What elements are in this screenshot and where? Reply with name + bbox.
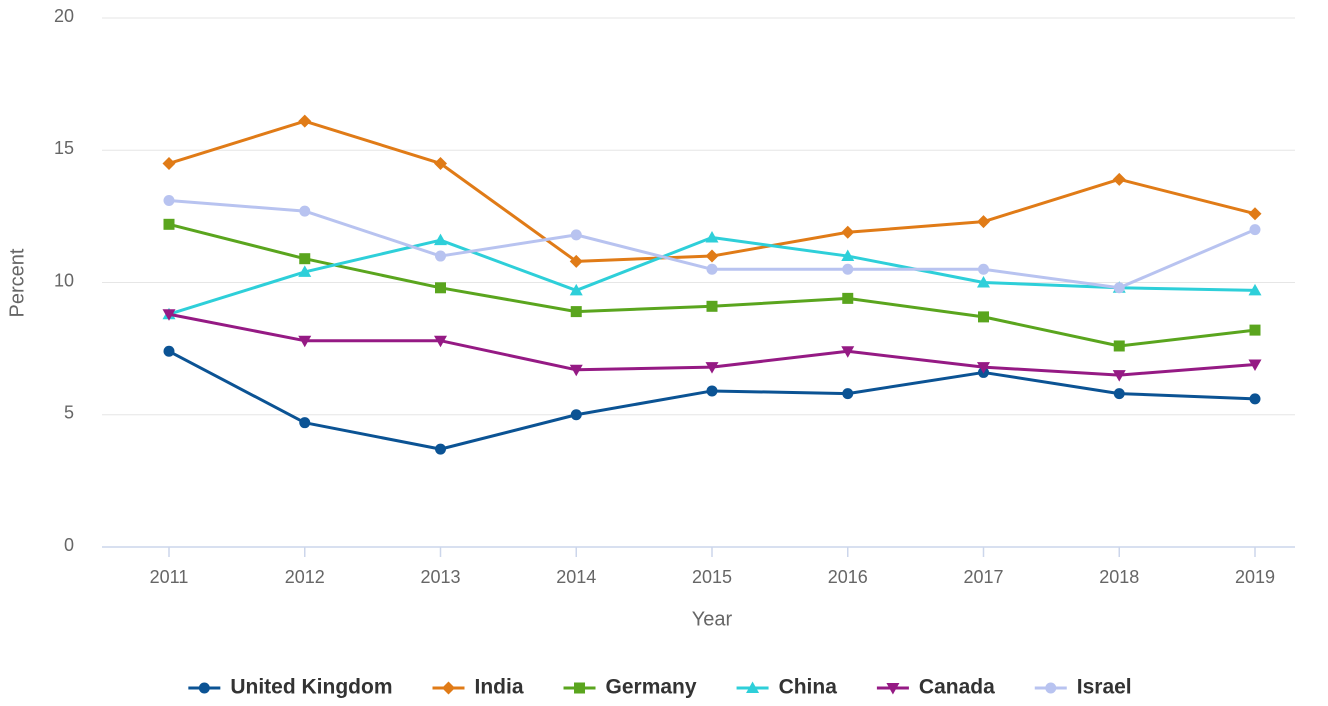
data-point <box>434 156 447 170</box>
data-point <box>706 263 718 275</box>
data-point <box>569 364 583 377</box>
x-tick-label: 2012 <box>285 567 325 587</box>
y-tick-label: 10 <box>54 270 74 290</box>
data-point <box>435 282 446 294</box>
data-point <box>1249 393 1261 405</box>
legend-symbol <box>886 683 900 695</box>
legend-item: Israel <box>1034 676 1132 699</box>
data-point <box>434 233 447 246</box>
x-axis-title: Year <box>692 608 733 630</box>
legend-text: China <box>779 676 838 699</box>
data-point <box>1249 224 1261 236</box>
legend-text: United Kingdom <box>230 676 392 699</box>
y-tick-label: 20 <box>54 6 74 26</box>
x-tick-label: 2013 <box>420 567 460 587</box>
legend-text: Canada <box>919 676 995 699</box>
x-tick-label: 2017 <box>963 567 1003 587</box>
x-tick-label: 2019 <box>1235 567 1275 587</box>
data-point <box>705 231 719 243</box>
data-point <box>842 292 854 304</box>
legend-symbol <box>574 682 586 694</box>
legend-text: Germany <box>606 676 697 699</box>
data-point <box>163 345 175 357</box>
data-point <box>162 309 176 321</box>
data-point <box>434 335 447 348</box>
data-point <box>706 385 718 397</box>
data-point <box>435 443 446 455</box>
data-point <box>1113 340 1125 352</box>
data-point <box>978 311 989 323</box>
legend-item: United Kingdom <box>188 676 393 699</box>
data-point <box>299 205 311 217</box>
data-point <box>570 229 582 241</box>
legend-symbol <box>442 681 455 695</box>
legend: United Kingdom India Germany China Canada Isr… <box>188 676 1132 699</box>
data-point <box>1113 282 1125 294</box>
legend-item: India <box>432 676 524 699</box>
data-point <box>570 306 582 318</box>
data-point <box>299 253 311 265</box>
data-point <box>841 225 855 239</box>
x-tick-label: 2014 <box>556 567 596 587</box>
data-point <box>1248 283 1262 296</box>
y-axis-title: Percent <box>6 248 28 317</box>
y-tick-label: 5 <box>64 403 74 423</box>
legend-symbol <box>746 681 760 693</box>
legend-symbol <box>198 682 210 694</box>
x-tick-label: 2016 <box>828 567 868 587</box>
data-point <box>706 300 718 312</box>
data-point <box>569 254 583 268</box>
legend-item: Germany <box>563 676 697 699</box>
data-point <box>1113 388 1125 400</box>
data-point <box>1248 359 1262 371</box>
data-point <box>977 215 990 229</box>
data-point <box>842 263 854 275</box>
data-point <box>1249 324 1261 336</box>
data-point <box>978 263 989 275</box>
data-point <box>298 114 312 128</box>
data-point <box>841 249 855 262</box>
x-tick-label: 2015 <box>692 567 732 587</box>
data-point <box>435 250 446 262</box>
data-point <box>977 362 990 374</box>
y-tick-label: 0 <box>64 535 74 555</box>
y-tick-label: 15 <box>54 138 74 158</box>
data-point <box>1248 207 1262 221</box>
data-point <box>163 218 175 230</box>
data-point <box>569 283 583 296</box>
legend-text: Israel <box>1077 676 1132 699</box>
data-point <box>298 335 312 348</box>
data-point <box>705 249 719 263</box>
legend-item: China <box>736 676 838 699</box>
data-point <box>842 388 854 400</box>
legend-item: Canada <box>876 676 995 699</box>
data-point <box>841 346 855 358</box>
x-tick-label: 2018 <box>1099 567 1139 587</box>
data-point <box>1112 172 1126 186</box>
data-point <box>298 265 312 277</box>
data-point <box>977 276 990 288</box>
data-point <box>163 195 175 207</box>
legend-text: India <box>475 676 524 699</box>
data-point <box>570 409 582 421</box>
data-point <box>705 362 719 374</box>
x-tick-label: 2011 <box>150 567 189 587</box>
data-point <box>299 417 311 429</box>
legend-symbol <box>1045 682 1057 694</box>
data-point <box>162 156 176 170</box>
data-point <box>1112 370 1126 382</box>
